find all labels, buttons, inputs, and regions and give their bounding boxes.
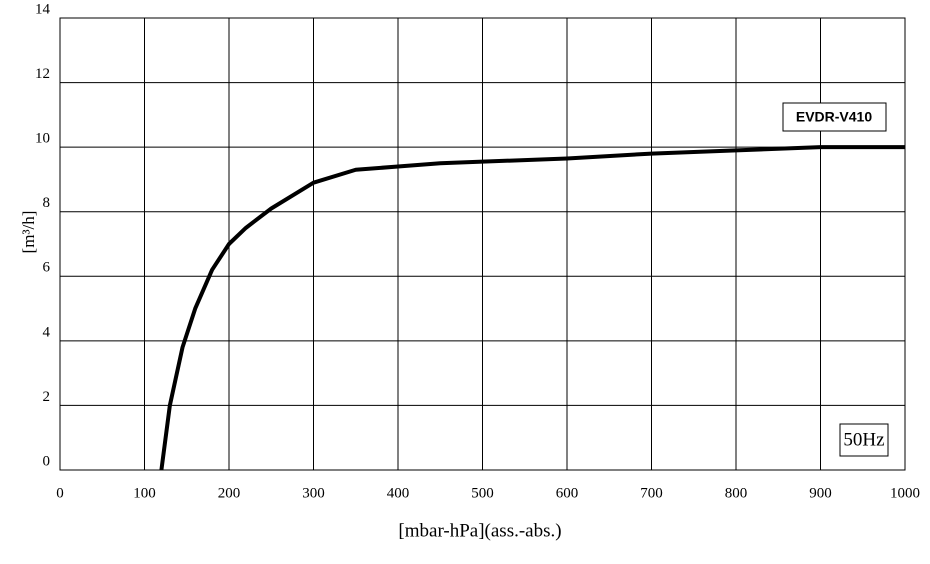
data-line bbox=[159, 145, 905, 471]
plot-frame bbox=[59, 17, 906, 471]
y-tick-label: 6 bbox=[43, 260, 51, 276]
series-label-box bbox=[782, 102, 887, 132]
y-tick-label: 8 bbox=[43, 195, 51, 211]
y-tick-label: 0 bbox=[43, 453, 51, 469]
y-axis-label: [m³/h] bbox=[19, 211, 38, 254]
x-tick-label: 800 bbox=[725, 485, 748, 501]
x-tick-label: 700 bbox=[640, 485, 663, 501]
y-tick-label: 14 bbox=[35, 1, 51, 17]
x-tick-label: 1000 bbox=[890, 485, 920, 501]
y-tick-label: 4 bbox=[43, 324, 51, 340]
x-tick-label: 100 bbox=[133, 485, 156, 501]
annotation: 50Hz bbox=[843, 429, 884, 450]
x-tick-label: 500 bbox=[471, 485, 494, 501]
y-tick-label: 2 bbox=[43, 389, 51, 405]
x-tick-label: 900 bbox=[809, 485, 832, 501]
x-tick-label: 600 bbox=[556, 485, 579, 501]
annotation-box bbox=[839, 423, 889, 457]
x-tick-label: 0 bbox=[56, 485, 64, 501]
x-tick-label: 300 bbox=[302, 485, 325, 501]
x-tick-label: 200 bbox=[218, 485, 241, 501]
x-axis-label: [mbar-hPa](ass.-abs.) bbox=[398, 520, 561, 541]
series-label: EVDR-V410 bbox=[796, 109, 872, 125]
y-tick-label: 10 bbox=[35, 131, 50, 147]
y-tick-label: 12 bbox=[35, 66, 50, 82]
x-tick-label: 400 bbox=[387, 485, 410, 501]
